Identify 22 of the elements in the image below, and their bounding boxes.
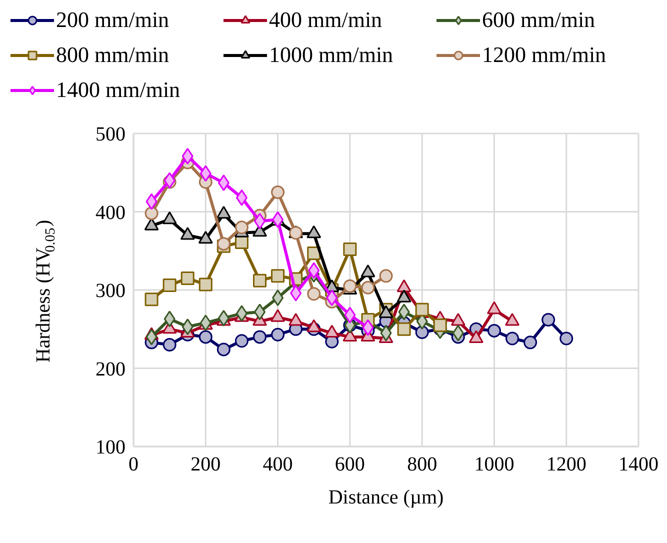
x-tick-label: 1200 [546,454,586,476]
x-axis-title: Distance (µm) [328,486,444,508]
legend-label: 1000 mm/min [269,42,394,68]
x-tick-label: 0 [128,454,138,476]
x-tick-label: 1400 [618,454,658,476]
y-tick-label: 300 [96,280,126,302]
x-tick-label: 1000 [474,454,514,476]
legend-label: 1200 mm/min [482,42,606,68]
legend-label: 200 mm/min [56,7,170,33]
y-tick-label: 500 [96,124,126,146]
y-tick-label: 400 [96,202,126,224]
x-tick-label: 400 [262,454,293,476]
y-tick-label: 100 [96,436,126,458]
x-tick-label: 200 [190,454,221,476]
x-tick-label: 800 [407,454,438,476]
x-tick-label: 600 [334,454,365,476]
legend-label: 1400 mm/min [56,77,180,103]
legend-label: 600 mm/min [482,7,596,33]
y-axis-title: Hardness (HV0.05) [32,220,58,363]
legend-label: 400 mm/min [269,7,382,33]
y-tick-label: 200 [96,358,126,380]
legend-label: 800 mm/min [56,42,170,68]
